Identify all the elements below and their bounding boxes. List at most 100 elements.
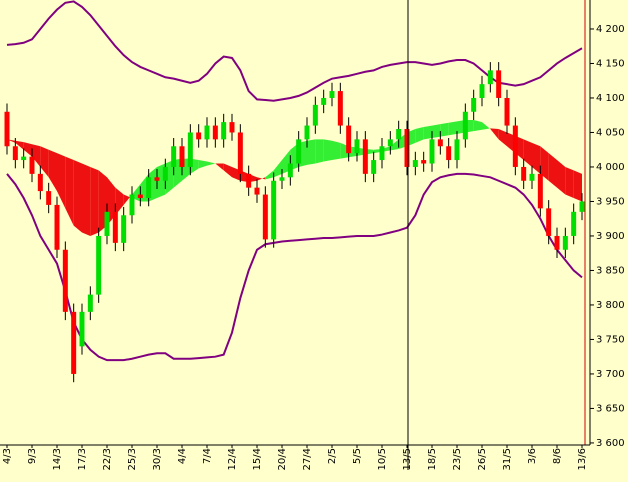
candle-body [387, 139, 393, 147]
cloud-segment [48, 149, 57, 192]
y-tick-label: 3 700 [596, 369, 625, 380]
cloud-segment [65, 156, 74, 226]
candle-body [37, 173, 43, 192]
candle-body [4, 111, 10, 147]
cloud-segment [540, 146, 549, 181]
y-tick-label: 4 000 [596, 162, 625, 173]
candle-body [12, 146, 18, 161]
candle-body [471, 97, 477, 112]
candle-body [454, 139, 460, 161]
cloud-segment [307, 139, 316, 165]
band-line [6, 0, 583, 102]
cloud-segment [15, 140, 24, 150]
candle-body [262, 194, 268, 240]
candle-body [404, 129, 410, 167]
candle-body [371, 160, 377, 174]
candle-body [196, 132, 202, 140]
cloud-segment [90, 166, 99, 236]
candle-body [62, 249, 68, 312]
candle-body [171, 146, 177, 167]
cloud-segment [7, 139, 16, 143]
x-tick-label: 18/5 [427, 448, 438, 470]
cloud-segment [207, 161, 216, 166]
cloud-segment [32, 144, 41, 167]
x-tick-label: 7/4 [202, 448, 213, 464]
candle-body [437, 139, 443, 147]
candle-body [571, 211, 577, 236]
candle-body [212, 125, 218, 140]
candle-body [96, 235, 102, 295]
cloud-segment [498, 129, 507, 147]
y-tick-label: 3 950 [596, 196, 625, 207]
cloud-segment [415, 126, 424, 143]
candle-body [221, 122, 227, 140]
candle-body [112, 211, 118, 243]
candle-body [412, 160, 418, 167]
candle-body [421, 160, 427, 164]
candle-body [287, 163, 293, 178]
candle-body [337, 91, 343, 126]
candle-body [104, 211, 110, 236]
cloud-segment [532, 142, 541, 174]
candle-body [21, 156, 27, 161]
y-tick-label: 3 900 [596, 231, 625, 242]
cloud-segment [473, 120, 482, 132]
candle-body [254, 187, 260, 195]
candle-body [87, 294, 93, 312]
y-tick-label: 4 150 [596, 58, 625, 69]
cloud-segment [82, 163, 91, 236]
candle-body [429, 139, 435, 164]
candle-body [496, 70, 502, 98]
candle-body [271, 180, 277, 240]
candle-body [146, 177, 152, 199]
y-tick-label: 3 750 [596, 334, 625, 345]
candle-body [246, 173, 252, 188]
x-tick-label: 31/5 [502, 448, 513, 470]
candle-body [321, 97, 327, 105]
cloud-segment [423, 125, 432, 140]
candle-body [396, 129, 402, 140]
x-tick-label: 2/5 [327, 448, 338, 464]
candle-body [204, 125, 210, 140]
x-tick-label: 5/5 [352, 448, 363, 464]
band-line [6, 172, 583, 362]
candle-body [529, 173, 535, 181]
candle-body [71, 311, 77, 374]
candle-body [512, 125, 518, 167]
candle-body [537, 173, 543, 209]
cloud-segment [448, 121, 457, 136]
plot-area [4, 0, 585, 383]
cloud-segment [548, 153, 557, 188]
x-tick-label: 22/3 [102, 448, 113, 470]
cloud-segment [482, 122, 491, 130]
candle-body [487, 70, 493, 85]
candle-body [229, 122, 235, 133]
cloud-segment [390, 139, 399, 151]
cloud-segment [440, 122, 449, 137]
cloud-segment [557, 160, 566, 195]
x-tick-label: 15/4 [252, 448, 263, 470]
cloud-segment [115, 187, 124, 216]
x-tick-label: 20/4 [277, 448, 288, 470]
x-tick-label: 17/3 [77, 448, 88, 470]
x-tick-label: 30/3 [152, 448, 163, 470]
candle-body [29, 156, 35, 174]
y-tick-label: 4 100 [596, 93, 625, 104]
x-tick-label: 3/6 [527, 448, 538, 464]
cloud-segment [123, 194, 132, 205]
x-tick-label: 13/5 [402, 448, 413, 470]
x-tick-label: 14/3 [52, 448, 63, 470]
cloud-segment [198, 160, 207, 169]
candle-body [154, 177, 160, 181]
candle-body [562, 235, 568, 250]
cloud-segment [432, 124, 441, 138]
x-tick-label: 27/4 [302, 448, 313, 470]
cloud-segment [315, 139, 324, 164]
cloud-segment [40, 146, 49, 178]
cloud-segment [565, 166, 574, 199]
x-tick-label: 23/5 [452, 448, 463, 470]
cloud-segment [215, 163, 224, 171]
cloud-segment [265, 170, 274, 180]
candle-body [462, 111, 468, 140]
candle-body [554, 235, 560, 250]
